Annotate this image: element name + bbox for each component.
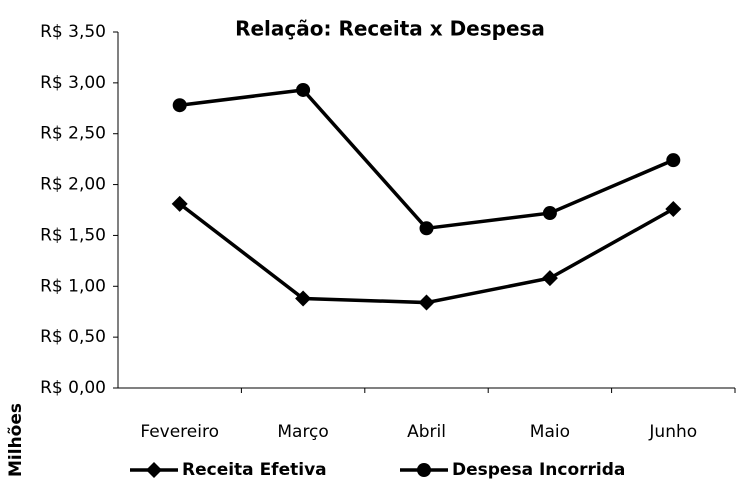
marker: [541, 270, 558, 287]
marker: [296, 82, 311, 97]
legend-label: Despesa Incorrida: [452, 460, 625, 480]
marker: [171, 195, 188, 212]
marker: [419, 221, 434, 236]
line: [179, 88, 674, 231]
x-tick-label: Junho: [648, 422, 697, 442]
y-tick-label: R$ 2,50: [40, 124, 106, 144]
y-tick-label: R$ 2,00: [40, 175, 106, 195]
marker: [295, 290, 312, 307]
y-tick-label: R$ 0,00: [40, 378, 106, 398]
y-axis-label: Milhões: [6, 403, 26, 477]
y-tick-label: R$ 1,50: [40, 225, 106, 245]
x-tick-label: Abril: [407, 422, 446, 442]
line: [178, 202, 675, 305]
y-tick-label: R$ 3,00: [40, 73, 106, 93]
marker: [542, 206, 557, 221]
chart-title: Relação: Receita x Despesa: [235, 17, 545, 41]
x-tick-label: Fevereiro: [140, 422, 219, 442]
y-tick-label: R$ 1,00: [40, 276, 106, 296]
y-tick-label: R$ 3,50: [40, 22, 106, 42]
x-tick-label: Maio: [530, 422, 570, 442]
marker: [172, 98, 187, 113]
legend-marker: [417, 463, 431, 477]
legend-marker: [146, 462, 162, 478]
x-tick-label: Março: [277, 422, 328, 442]
marker: [666, 153, 681, 168]
marker: [665, 200, 682, 217]
marker: [418, 294, 435, 311]
legend-label: Receita Efetiva: [182, 460, 327, 480]
y-tick-label: R$ 0,50: [40, 327, 106, 347]
